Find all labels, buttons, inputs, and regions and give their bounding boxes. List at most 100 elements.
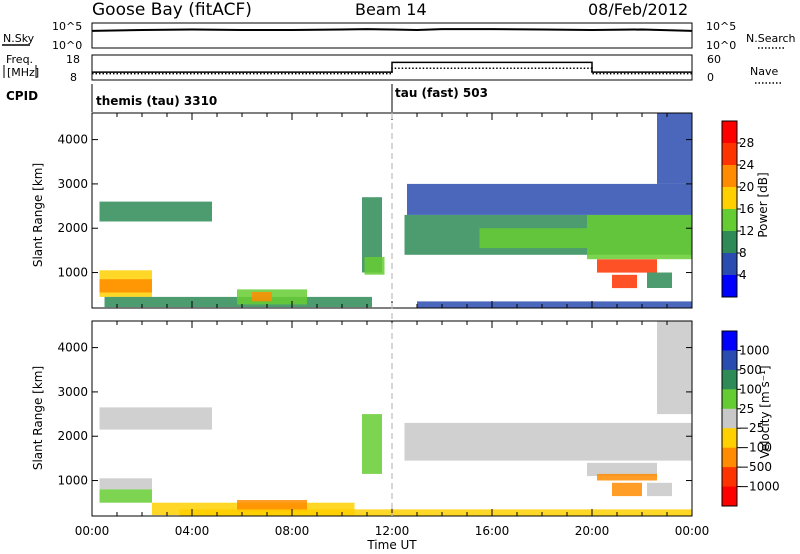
power-x-ticks [91, 113, 693, 308]
velocity-region-0 [99, 407, 212, 430]
power-colorbar: 4 8 12 16 20 24 28 [721, 120, 754, 298]
velocity-region-2 [99, 489, 152, 503]
velocity-colorbar-label-7: −1000 [739, 480, 780, 494]
velocity-colorbar-swatch-2 [722, 369, 737, 390]
power-colorbar-swatch-3 [722, 187, 737, 210]
velocity-ytick-label-2: 3000 [57, 385, 88, 399]
power-colorbar-label-3: 16 [739, 202, 754, 216]
power-colorbar-label-0: 4 [739, 268, 747, 282]
velocity-colorbar-swatch-6 [722, 447, 737, 468]
freq-left-tick-bottom: 8 [70, 71, 77, 84]
velocity-region-10 [647, 482, 672, 497]
nsky-panel: N.Sky 10^5 10^0 10^5 10^0 N.Search [2, 20, 796, 52]
velocity-x-ticks [91, 321, 693, 516]
x-axis-label: Time UT [366, 538, 417, 552]
nsearch-label: N.Search [746, 32, 796, 45]
cpid-panel: CPID themis (tau) 3310 tau (fast) 503 [6, 84, 488, 112]
nsky-left-tick-top: 10^5 [52, 20, 82, 33]
beam-label: Beam 14 [355, 0, 427, 19]
x-tick-label-1: 04:00 [175, 524, 210, 538]
power-region-9 [479, 228, 587, 249]
nave-right-tick-top: 60 [707, 53, 721, 66]
nsky-right-tick-bottom: 10^0 [706, 39, 736, 52]
velocity-colorbar-label-5: −100 [739, 441, 772, 455]
power-ytick-label-0: 1000 [57, 266, 88, 280]
freq-panel: Freq. [MHz] 18 8 60 0 Nave [3, 53, 783, 84]
velocity-colorbar-label-4: −25 [739, 421, 764, 435]
velocity-y-ticks: 1000 2000 3000 4000 [57, 341, 692, 488]
power-ytick-label-3: 4000 [57, 133, 88, 147]
nsky-line [91, 28, 693, 32]
power-colorbar-swatch-7 [722, 275, 737, 298]
freq-frame [91, 54, 693, 81]
velocity-region-7 [587, 462, 657, 477]
nsky-frame [91, 22, 693, 49]
nsky-left-tick-bottom: 10^0 [52, 39, 82, 52]
power-ytick-label-2: 3000 [57, 177, 88, 191]
power-region-7 [364, 257, 385, 275]
freq-left-tick-top: 18 [66, 53, 80, 66]
nsky-right-tick-top: 10^5 [706, 20, 736, 33]
velocity-colorbar: 1000 500 100 25 −25 −100 −500 −1000 [721, 330, 780, 507]
freq-line [92, 61, 692, 73]
power-colorbar-swatch-6 [722, 253, 737, 276]
power-region-13 [647, 272, 672, 288]
nave-right-tick-bottom: 0 [707, 71, 714, 84]
velocity-region-8 [597, 473, 657, 481]
nave-label: Nave [750, 65, 778, 78]
x-tick-label-4: 16:00 [475, 524, 510, 538]
velocity-region-12 [179, 509, 692, 516]
x-tick-label-5: 20:00 [575, 524, 610, 538]
cpid-segment-1: themis (tau) 3310 [96, 94, 217, 108]
nsky-label: N.Sky [3, 32, 35, 45]
power-colorbar-label-6: 28 [739, 136, 754, 150]
velocity-colorbar-swatch-1 [722, 350, 737, 371]
velocity-colorbar-swatch-8 [722, 486, 737, 507]
power-region-11 [597, 259, 657, 273]
velocity-colorbar-frame [721, 330, 738, 507]
x-tick-labels: 00:00 04:00 08:00 12:00 16:00 20:00 00:00 [75, 524, 710, 538]
velocity-colorbar-swatch-5 [722, 428, 737, 449]
power-colorbar-swatch-2 [722, 165, 737, 188]
power-heatmap [99, 113, 692, 308]
x-tick-label-2: 08:00 [275, 524, 310, 538]
velocity-region-9 [612, 482, 642, 497]
power-colorbar-label-4: 20 [739, 180, 754, 194]
velocity-colorbar-label-2: 100 [739, 382, 762, 396]
velocity-colorbar-swatch-3 [722, 389, 737, 410]
power-region-10 [587, 214, 692, 260]
velocity-ytick-label-3: 4000 [57, 341, 88, 355]
power-region-12 [612, 274, 637, 289]
velocity-colorbar-swatch-4 [722, 408, 737, 429]
velocity-ytick-label-0: 1000 [57, 474, 88, 488]
power-ytick-label-1: 2000 [57, 221, 88, 235]
velocity-colorbar-swatch-0 [722, 331, 737, 351]
date-label: 08/Feb/2012 [588, 0, 688, 19]
power-colorbar-swatch-5 [722, 231, 737, 254]
power-region-2 [99, 279, 152, 293]
power-colorbar-swatch-0 [722, 121, 737, 144]
power-colorbar-label-1: 8 [739, 246, 747, 260]
station-title: Goose Bay (fitACF) [92, 0, 252, 20]
freq-label-line2: [MHz] [7, 66, 39, 79]
x-tick-label-3: 12:00 [375, 524, 410, 538]
power-region-5 [252, 292, 272, 302]
power-region-14 [407, 183, 692, 215]
power-panel: 1000 2000 3000 4000 Slant Range [km] [31, 112, 693, 309]
velocity-colorbar-swatch-7 [722, 467, 737, 487]
velocity-colorbar-label-0: 1000 [739, 343, 770, 357]
velocity-ytick-label-1: 2000 [57, 429, 88, 443]
freq-label-line1: Freq. [6, 53, 33, 66]
cpid-label: CPID [6, 89, 38, 103]
velocity-region-11 [657, 321, 692, 415]
velocity-region-5 [362, 414, 382, 474]
power-region-0 [99, 201, 212, 222]
power-region-16 [417, 301, 692, 308]
power-colorbar-label-2: 12 [739, 224, 754, 238]
velocity-region-1 [99, 478, 152, 490]
power-region-6 [362, 197, 382, 273]
power-colorbar-swatch-4 [722, 209, 737, 232]
x-tick-label-6: 00:00 [675, 524, 710, 538]
velocity-heatmap [99, 321, 692, 516]
